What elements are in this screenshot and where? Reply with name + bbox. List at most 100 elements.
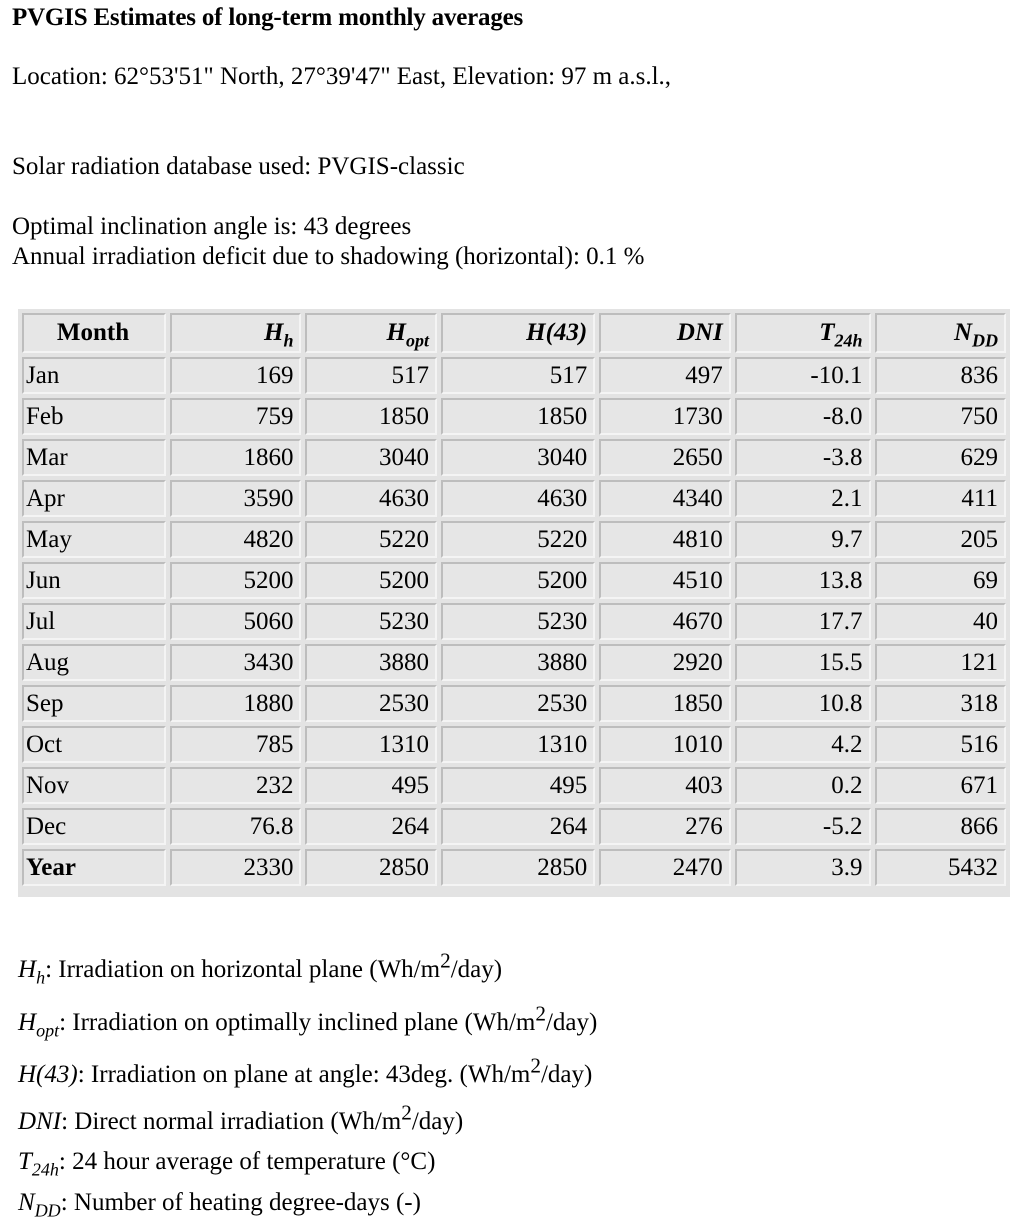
table-header-row: Month Hh Hopt H(43) DNI T24h NDD	[22, 313, 1006, 353]
legend-item: Hopt: Irradiation on optimally inclined …	[18, 1003, 598, 1041]
cell-dni: 2470	[599, 849, 731, 886]
table-row: Jan 169 517 517 497 -10.1 836	[22, 357, 1006, 394]
cell-t24: -10.1	[734, 357, 871, 394]
table-row: Year 2330 2850 2850 2470 3.9 5432	[22, 849, 1006, 886]
cell-dni: 4510	[599, 562, 731, 599]
legend-unit-tail: /day)	[540, 1061, 593, 1088]
cell-month: Jul	[22, 603, 166, 640]
legend-item: NDD: Number of heating degree-days (-)	[18, 1188, 421, 1221]
cell-h43: 5200	[440, 562, 596, 599]
legend-symbol: N	[18, 1189, 35, 1216]
cell-t24: 4.2	[734, 726, 871, 763]
header-h43: H(43)	[440, 313, 596, 353]
cell-month: Aug	[22, 644, 166, 681]
cell-dni: 497	[599, 357, 731, 394]
cell-ndd: 69	[874, 562, 1006, 599]
cell-hopt: 5230	[305, 603, 437, 640]
cell-h43: 264	[440, 808, 596, 845]
table-row: Oct 785 1310 1310 1010 4.2 516	[22, 726, 1006, 763]
cell-ndd: 671	[874, 767, 1006, 804]
cell-month: Nov	[22, 767, 166, 804]
cell-month: Feb	[22, 398, 166, 435]
optimal-angle-text: Optimal inclination angle is: 43 degrees	[12, 213, 412, 240]
header-hh: Hh	[170, 313, 302, 353]
cell-dni: 1850	[599, 685, 731, 722]
cell-dni: 4810	[599, 521, 731, 558]
cell-hh: 759	[170, 398, 302, 435]
cell-t24: -3.8	[734, 439, 871, 476]
table-row: May 4820 5220 5220 4810 9.7 205	[22, 521, 1006, 558]
cell-hopt: 5200	[305, 562, 437, 599]
legend-symbol: T	[18, 1148, 32, 1175]
cell-month: Apr	[22, 480, 166, 517]
cell-dni: 4340	[599, 480, 731, 517]
location-text: Location: 62°53'51" North, 27°39'47" Eas…	[12, 63, 672, 90]
monthly-averages-table: Month Hh Hopt H(43) DNI T24h NDD Jan 169 5…	[18, 309, 1010, 897]
cell-dni: 403	[599, 767, 731, 804]
legend-symbol: H	[18, 956, 37, 983]
cell-t24: 3.9	[734, 849, 871, 886]
cell-t24: 17.7	[734, 603, 871, 640]
cell-hopt: 5220	[305, 521, 437, 558]
cell-hopt: 2530	[305, 685, 437, 722]
cell-hopt: 1850	[305, 398, 437, 435]
legend-symbol-subscript: opt	[36, 1020, 60, 1041]
legend-unit-tail: /day)	[545, 1009, 598, 1036]
cell-hopt: 1310	[305, 726, 437, 763]
table-row: Jul 5060 5230 5230 4670 17.7 40	[22, 603, 1006, 640]
legend-description: : Irradiation on optimally inclined plan…	[59, 1009, 536, 1036]
cell-month: Year	[22, 849, 166, 886]
cell-h43: 3880	[440, 644, 596, 681]
cell-ndd: 750	[874, 398, 1006, 435]
legend-description: : 24 hour average of temperature (°C)	[58, 1148, 436, 1175]
cell-ndd: 866	[874, 808, 1006, 845]
cell-hopt: 3040	[305, 439, 437, 476]
legend-superscript: 2	[535, 1001, 546, 1026]
cell-h43: 1310	[440, 726, 596, 763]
legend-superscript: 2	[530, 1053, 541, 1078]
legend-item: DNI: Direct normal irradiation (Wh/m2/da…	[18, 1102, 463, 1137]
cell-t24: 0.2	[734, 767, 871, 804]
cell-dni: 4670	[599, 603, 731, 640]
cell-dni: 276	[599, 808, 731, 845]
cell-t24: 9.7	[734, 521, 871, 558]
legend-description: : Number of heating degree-days (-)	[60, 1189, 421, 1216]
cell-t24: 2.1	[734, 480, 871, 517]
legend-description: : Irradiation on horizontal plane (Wh/m	[45, 956, 441, 983]
cell-t24: 10.8	[734, 685, 871, 722]
cell-t24: 13.8	[734, 562, 871, 599]
cell-ndd: 836	[874, 357, 1006, 394]
cell-h43: 5230	[440, 603, 596, 640]
cell-dni: 1010	[599, 726, 731, 763]
cell-t24: 15.5	[734, 644, 871, 681]
header-month: Month	[22, 313, 166, 353]
cell-hopt: 3880	[305, 644, 437, 681]
cell-month: May	[22, 521, 166, 558]
table-row: Apr 3590 4630 4630 4340 2.1 411	[22, 480, 1006, 517]
table-row: Nov 232 495 495 403 0.2 671	[22, 767, 1006, 804]
legend-symbol: DNI	[18, 1108, 62, 1135]
legend-item: Hh: Irradiation on horizontal plane (Wh/…	[18, 950, 503, 988]
legend-symbol: H	[18, 1009, 37, 1036]
legend-symbol-subscript: h	[36, 967, 46, 988]
cell-ndd: 205	[874, 521, 1006, 558]
table-row: Aug 3430 3880 3880 2920 15.5 121	[22, 644, 1006, 681]
header-ndd: NDD	[874, 313, 1006, 353]
cell-hopt: 4630	[305, 480, 437, 517]
table-row: Sep 1880 2530 2530 1850 10.8 318	[22, 685, 1006, 722]
cell-h43: 5220	[440, 521, 596, 558]
legend-symbol-subscript: DD	[34, 1200, 61, 1221]
cell-month: Jan	[22, 357, 166, 394]
table-row: Mar 1860 3040 3040 2650 -3.8 629	[22, 439, 1006, 476]
cell-ndd: 5432	[874, 849, 1006, 886]
legend-item: T24h: 24 hour average of temperature (°C…	[18, 1147, 436, 1178]
cell-ndd: 516	[874, 726, 1006, 763]
cell-hh: 4820	[170, 521, 302, 558]
legend-description: : Irradiation on plane at angle: 43deg. …	[77, 1061, 531, 1088]
cell-hh: 3430	[170, 644, 302, 681]
legend-superscript: 2	[401, 1100, 412, 1125]
cell-hh: 5200	[170, 562, 302, 599]
cell-hh: 1880	[170, 685, 302, 722]
legend-unit-tail: /day)	[450, 956, 503, 983]
header-dni: DNI	[599, 313, 731, 353]
